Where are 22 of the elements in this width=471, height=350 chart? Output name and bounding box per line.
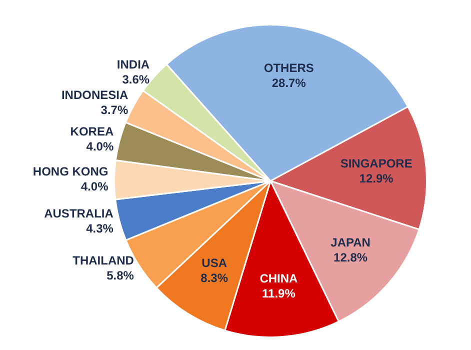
data-label: 28.7% [272,76,306,90]
slice-label: HONG KONG [32,164,108,179]
slice-label: JAPAN [330,236,370,250]
slice-label: THAILAND [72,253,134,268]
slice-label: KOREA [70,124,114,138]
data-label: 4.0% [80,180,109,194]
slice-label: USA [202,256,228,270]
slice-label: SINGAPORE [340,156,412,170]
data-label: 12.8% [334,250,368,265]
data-label: 4.3% [86,221,114,236]
data-label: 3.6% [122,72,150,87]
slice-label: CHINA [260,272,298,286]
data-label: 3.7% [100,102,128,117]
data-label: 11.9% [262,286,296,301]
slice-label: INDIA [116,58,150,72]
data-label: 8.3% [200,270,228,285]
data-label: 5.8% [106,268,134,282]
slice-label: OTHERS [264,61,314,76]
data-label: 12.9% [359,171,394,186]
slice-label: AUSTRALIA [44,206,114,220]
data-label: 4.0% [86,139,114,154]
slice-label: INDONESIA [61,88,128,102]
